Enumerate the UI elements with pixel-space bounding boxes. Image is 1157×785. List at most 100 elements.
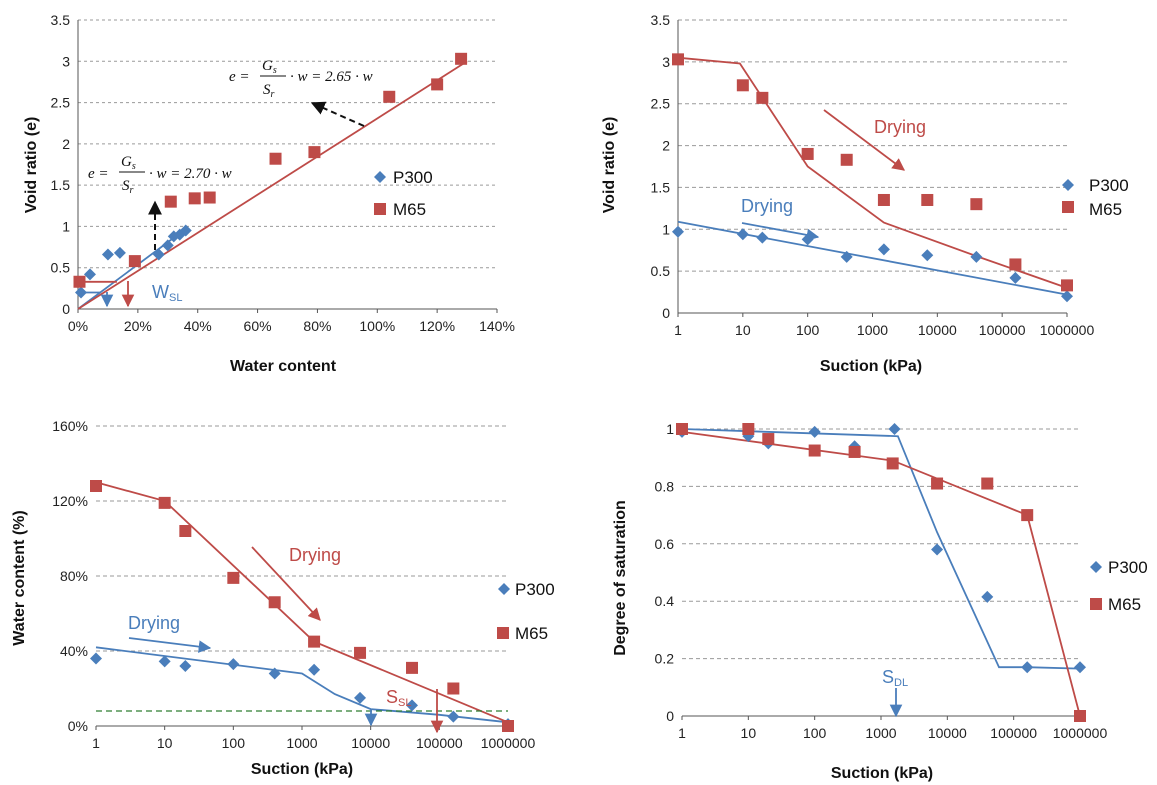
x-tick-label: 60% <box>244 318 272 334</box>
point-p300 <box>113 246 126 259</box>
point-m65 <box>736 79 749 92</box>
point-m65 <box>672 53 684 66</box>
chart-void-ratio-vs-suction: 1 10 100 1000 10000 100000 1000000 0 0.5 1 1.5 2 2.… <box>601 12 1129 375</box>
x-tick-label: 1 <box>678 725 686 741</box>
x-tick-label: 80% <box>303 318 331 334</box>
point-p300 <box>161 239 174 252</box>
point-m65 <box>1021 509 1034 522</box>
point-p300 <box>877 243 890 256</box>
x-tick-label: 140% <box>479 318 515 334</box>
drying-arrow-p300 <box>128 637 212 653</box>
point-m65 <box>203 191 216 204</box>
x-tick-label: 100% <box>359 318 395 334</box>
y-tick-label: 120% <box>52 493 88 509</box>
point-m65 <box>762 433 775 446</box>
point-m65 <box>676 423 688 435</box>
grid-lines <box>78 19 497 269</box>
x-tick-label: 1000 <box>865 725 896 741</box>
grid-lines <box>682 428 1080 660</box>
point-m65 <box>269 152 282 165</box>
grid-lines <box>678 19 1067 272</box>
point-p300 <box>1061 290 1073 303</box>
data-points <box>73 52 468 299</box>
point-m65 <box>921 193 934 206</box>
drying-label-m65: Drying <box>289 545 341 565</box>
point-m65 <box>354 646 367 659</box>
point-m65 <box>406 661 419 674</box>
y-tick-label: 160% <box>52 418 88 434</box>
point-p300 <box>179 660 192 672</box>
point-p300 <box>756 231 769 244</box>
x-tick-label: 100 <box>803 725 827 741</box>
x-tick-label: 10000 <box>351 735 390 751</box>
x-tick-label: 1000000 <box>481 735 536 751</box>
formula-lower-lhs: e = <box>88 166 109 182</box>
y-tick-label: 0 <box>662 305 670 321</box>
x-tick-label: 1000 <box>286 735 317 751</box>
point-m65 <box>886 457 899 470</box>
y-tick-label: 3 <box>62 53 70 69</box>
ssl-label: SSL <box>386 687 411 709</box>
point-m65 <box>840 153 853 166</box>
point-m65 <box>308 146 321 159</box>
data-points <box>676 423 1086 722</box>
x-tick-label: 1 <box>92 735 100 751</box>
point-m65 <box>158 496 171 509</box>
trend-line-p300 <box>677 220 1068 296</box>
legend-label-p300: P300 <box>1089 176 1129 195</box>
y-tick-label: 2.5 <box>51 95 71 111</box>
x-tick-label: 120% <box>419 318 455 334</box>
point-p300 <box>808 425 821 438</box>
point-p300 <box>354 691 367 704</box>
formula-upper-den: Sr <box>263 82 275 100</box>
data-points <box>90 480 514 732</box>
axes <box>95 725 509 730</box>
x-tick-label: 1000000 <box>1040 322 1095 338</box>
legend-marker-m65 <box>374 203 386 215</box>
x-tick-label: 100000 <box>416 735 463 751</box>
drying-arrow-m65 <box>823 109 906 171</box>
x-tick-label: 1 <box>674 322 682 338</box>
y-tick-label: 2 <box>62 136 70 152</box>
y-axis-label: Void ratio (e) <box>23 117 40 214</box>
legend-label-m65: M65 <box>515 624 548 643</box>
y-tick-label: 1 <box>662 221 670 237</box>
point-m65 <box>502 720 514 732</box>
legend-label-m65: M65 <box>1089 200 1122 219</box>
legend-label-m65: M65 <box>393 200 426 219</box>
legend-marker-m65 <box>1090 598 1102 610</box>
point-p300 <box>970 250 983 263</box>
formula-lower-rhs: · w = 2.70 · w <box>149 166 232 182</box>
formula-lower-den: Sr <box>122 178 134 196</box>
point-m65 <box>808 444 821 457</box>
drying-arrow-p300 <box>741 222 820 242</box>
x-tick-label: 20% <box>124 318 152 334</box>
chart-water-content-vs-suction: 1 10 100 1000 10000 100000 1000000 0% 40% 80% 120… <box>11 418 555 778</box>
y-tick-label: 0.5 <box>51 260 71 276</box>
y-tick-label: 0 <box>666 708 674 724</box>
point-m65 <box>128 255 141 268</box>
point-m65 <box>308 635 321 648</box>
x-tick-label: 40% <box>184 318 212 334</box>
point-m65 <box>1009 258 1022 271</box>
x-tick-label: 1000000 <box>1053 725 1108 741</box>
x-tick-label: 10 <box>157 735 173 751</box>
y-tick-label: 1 <box>666 421 674 437</box>
x-tick-label: 10000 <box>928 725 967 741</box>
trend-lines <box>95 481 509 724</box>
legend-marker-p300 <box>1062 179 1074 191</box>
y-tick-label: 2.5 <box>651 96 671 112</box>
point-p300 <box>83 268 96 281</box>
trend-line-m65 <box>681 431 1081 717</box>
point-p300 <box>888 423 901 435</box>
point-m65 <box>455 52 468 65</box>
point-m65 <box>931 477 944 490</box>
y-tick-labels: 0% 40% 80% 120% 160% <box>52 418 88 734</box>
x-tick-label: 10 <box>735 322 751 338</box>
trend-lines <box>677 56 1068 296</box>
point-m65 <box>73 275 86 288</box>
y-tick-label: 1 <box>62 218 70 234</box>
point-p300 <box>90 652 102 665</box>
point-p300 <box>152 248 165 261</box>
x-axis-label: Suction (kPa) <box>251 761 353 778</box>
